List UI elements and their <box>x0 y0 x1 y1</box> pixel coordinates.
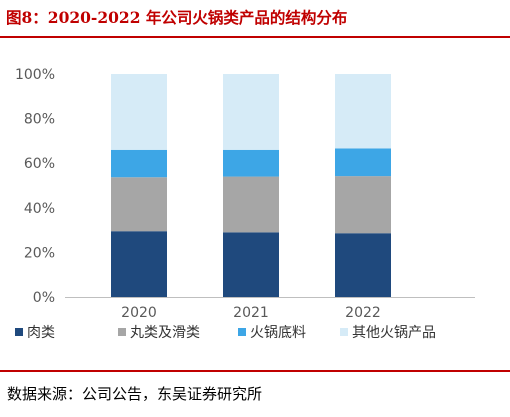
bar-2021-series-3 <box>223 74 279 150</box>
legend-label: 其他火锅产品 <box>352 325 436 341</box>
legend-swatch <box>15 328 23 336</box>
legend-label: 火锅底料 <box>250 325 306 341</box>
bar-2022-series-1 <box>335 176 391 234</box>
bar-2022-series-3 <box>335 74 391 149</box>
y-tick-label: 40% <box>24 201 55 217</box>
y-tick-label: 100% <box>15 67 55 83</box>
y-tick-label: 0% <box>33 290 55 306</box>
bar-2022-series-2 <box>335 148 391 177</box>
legend-swatch <box>118 328 126 336</box>
legend: 肉类 丸类及滑类 火锅底料 其他火锅产品 <box>15 324 436 341</box>
bar-2020-series-3 <box>111 74 167 150</box>
bar-2020-series-1 <box>111 177 167 232</box>
bar-2020-series-2 <box>111 149 167 178</box>
x-tick-label: 2022 <box>345 305 381 321</box>
source-note: 数据来源：公司公告，东吴证券研究所 <box>7 385 263 403</box>
legend-label: 肉类 <box>27 325 55 341</box>
legend-swatch <box>340 328 348 336</box>
bar-2021-series-0 <box>223 232 279 297</box>
bar-2021-series-1 <box>223 176 279 233</box>
bar-2020-series-0 <box>111 231 167 297</box>
source-rule <box>0 370 510 372</box>
stacked-bar-chart: 0% 20% 40% 60% 80% 100% 2020 2021 2022 肉类 丸类及滑类 火… <box>15 67 475 341</box>
legend-label: 丸类及滑类 <box>130 324 200 341</box>
bar-2021-series-2 <box>223 149 279 177</box>
y-tick-label: 20% <box>24 245 55 261</box>
bar-2022-series-0 <box>335 233 391 297</box>
x-tick-label: 2021 <box>233 305 269 321</box>
x-tick-labels: 2020 2021 2022 <box>121 305 381 321</box>
title-rule <box>0 36 510 38</box>
bars-group <box>111 74 391 297</box>
legend-swatch <box>238 328 246 336</box>
y-tick-label: 60% <box>24 156 55 172</box>
figure-title: 图8：2020-2022 年公司火锅类产品的结构分布 <box>6 8 348 27</box>
x-tick-label: 2020 <box>121 305 157 321</box>
y-tick-label: 80% <box>24 112 55 128</box>
y-tick-labels: 0% 20% 40% 60% 80% 100% <box>15 67 55 306</box>
